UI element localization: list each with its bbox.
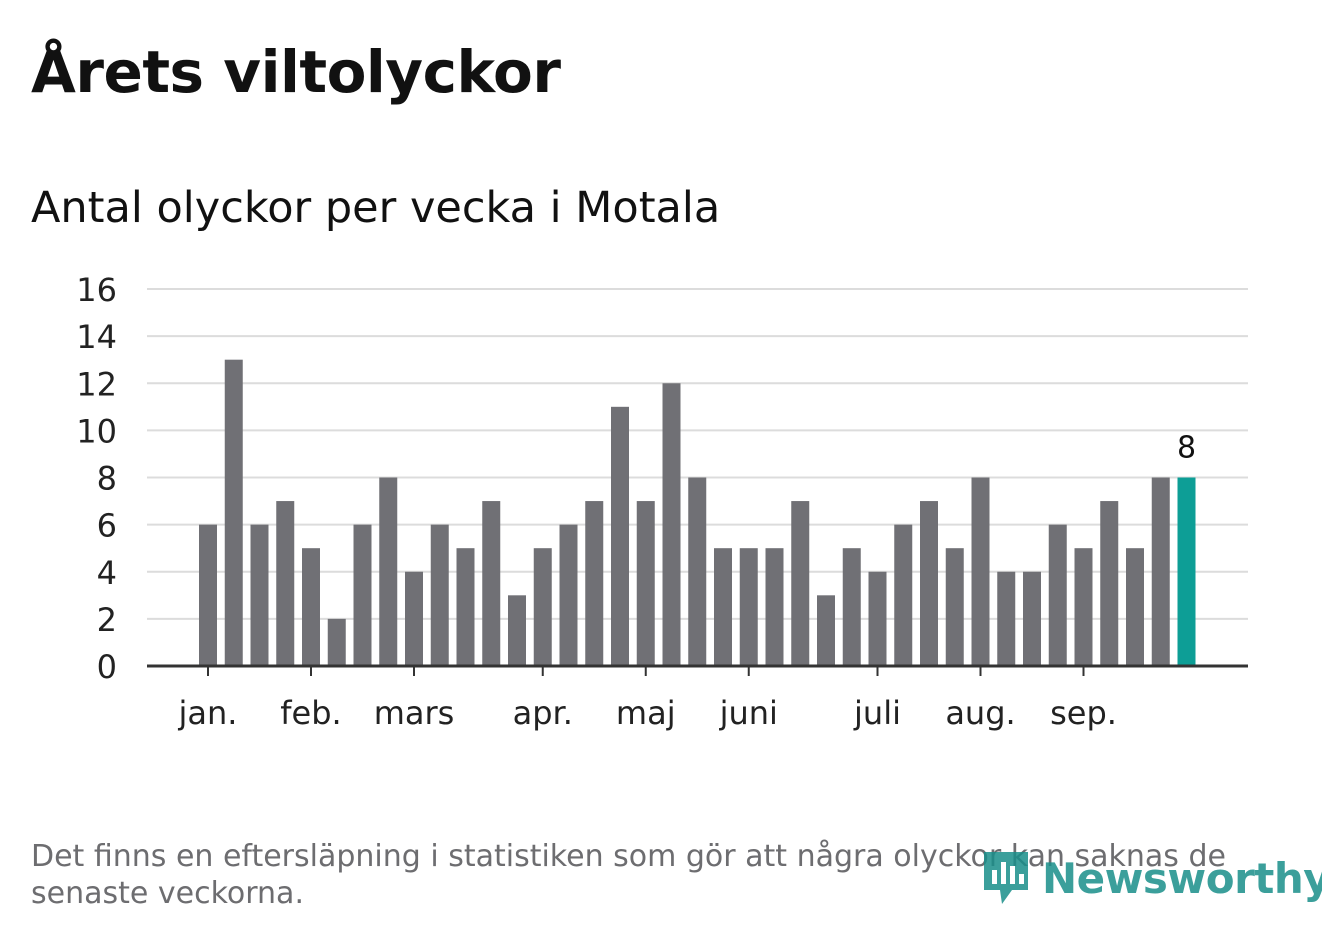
x-tick-label: juni — [719, 694, 778, 732]
bar — [585, 501, 604, 666]
bar — [1100, 501, 1119, 666]
chart-subtitle: Antal olyckor per vecka i Motala — [31, 183, 721, 233]
bar — [714, 548, 732, 666]
bar — [894, 524, 913, 666]
newsworthy-logo-icon — [984, 852, 1028, 904]
bar — [405, 571, 423, 666]
x-tick-label: jan. — [178, 694, 238, 732]
x-tick-label: sep. — [1050, 694, 1117, 732]
bar — [636, 501, 655, 666]
y-tick-label: 2 — [97, 601, 117, 639]
bar — [791, 501, 810, 666]
bar — [430, 524, 449, 666]
bar — [533, 548, 552, 666]
bar — [482, 501, 501, 666]
y-tick-label: 8 — [97, 460, 117, 498]
bar — [611, 406, 629, 666]
bar — [1074, 548, 1093, 666]
y-tick-label: 12 — [76, 365, 117, 403]
y-tick-label: 6 — [97, 507, 117, 545]
bar — [199, 524, 217, 666]
bar — [1126, 548, 1144, 666]
bar — [920, 501, 938, 666]
bar — [971, 477, 990, 666]
highlight-data-label: 8 — [1177, 431, 1196, 466]
bar — [1023, 571, 1041, 666]
y-tick-label: 14 — [76, 318, 117, 356]
bar — [765, 548, 784, 666]
bar — [945, 548, 964, 666]
bar — [276, 501, 295, 666]
bar — [302, 548, 320, 666]
bar — [842, 548, 861, 666]
bar-highlight — [1177, 477, 1196, 666]
bar — [224, 359, 243, 666]
bar — [327, 618, 346, 666]
bar — [379, 477, 398, 666]
chart-title: Årets viltolyckor — [31, 38, 561, 106]
x-tick-label: aug. — [945, 694, 1015, 732]
bar — [817, 595, 835, 666]
bar — [456, 548, 475, 666]
bar — [662, 383, 681, 666]
y-tick-label: 4 — [97, 554, 117, 592]
x-tick-label: feb. — [280, 694, 341, 732]
bar — [997, 571, 1016, 666]
bar-chart: 0 2 4 6 8 10 12 14 16 8 jan. feb. mars apr. maj juni jul… — [76, 271, 1248, 732]
bar — [688, 477, 707, 666]
bar — [868, 571, 887, 666]
newsworthy-logo: Newsworthy — [980, 848, 1322, 908]
x-tick-label: apr. — [513, 694, 573, 732]
x-tick-label: maj — [616, 694, 676, 732]
y-tick-label: 0 — [97, 648, 117, 686]
logo-text: Newsworthy — [1042, 853, 1322, 903]
y-tick-label: 10 — [76, 412, 117, 450]
bar — [353, 524, 372, 666]
y-tick-label: 16 — [76, 271, 117, 309]
x-tick-label: mars — [374, 694, 455, 732]
bar — [1151, 477, 1170, 666]
bar — [250, 524, 269, 666]
bar — [739, 548, 758, 666]
bar — [508, 595, 526, 666]
x-tick-label: juli — [853, 694, 901, 732]
bar — [1048, 524, 1067, 666]
bar — [559, 524, 578, 666]
